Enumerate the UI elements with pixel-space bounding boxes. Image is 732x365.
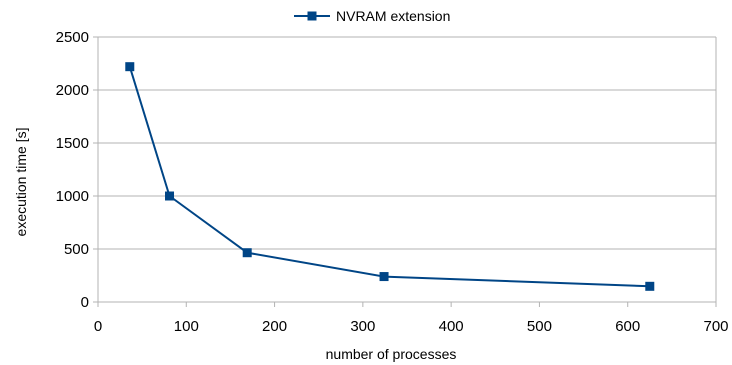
y-axis-title: execution time [s]	[13, 128, 29, 237]
y-tick-label: 0	[81, 294, 89, 311]
y-tick-label: 500	[64, 241, 89, 258]
series-line	[128, 66, 650, 288]
x-tick-label: 700	[703, 318, 728, 335]
x-tick-label: 100	[174, 318, 199, 335]
y-ticks: 0 500 1000 1500 2000 2500	[56, 29, 98, 311]
data-point	[379, 272, 389, 282]
x-axis-title: number of processes	[326, 346, 457, 362]
series-group	[125, 62, 655, 291]
data-point	[165, 191, 175, 201]
data-point	[645, 281, 655, 291]
legend: NVRAM extension	[294, 8, 450, 24]
x-tick-label: 600	[615, 318, 640, 335]
y-tick-label: 1500	[56, 135, 89, 152]
x-tick-label: 0	[94, 318, 102, 335]
x-ticks: 0 100 200 300 400 500 600 700	[94, 302, 729, 335]
data-point	[242, 248, 252, 258]
y-tick-label: 2500	[56, 29, 89, 46]
y-tick-label: 1000	[56, 188, 89, 205]
data-point	[125, 62, 135, 72]
x-tick-label: 500	[527, 318, 552, 335]
x-tick-label: 200	[262, 318, 287, 335]
plot-frame	[97, 37, 717, 303]
legend-label: NVRAM extension	[336, 8, 450, 24]
x-tick-label: 300	[350, 318, 375, 335]
x-tick-label: 400	[439, 318, 464, 335]
y-tick-label: 2000	[56, 82, 89, 99]
gridlines	[98, 36, 716, 250]
legend-marker-swatch	[307, 11, 317, 21]
